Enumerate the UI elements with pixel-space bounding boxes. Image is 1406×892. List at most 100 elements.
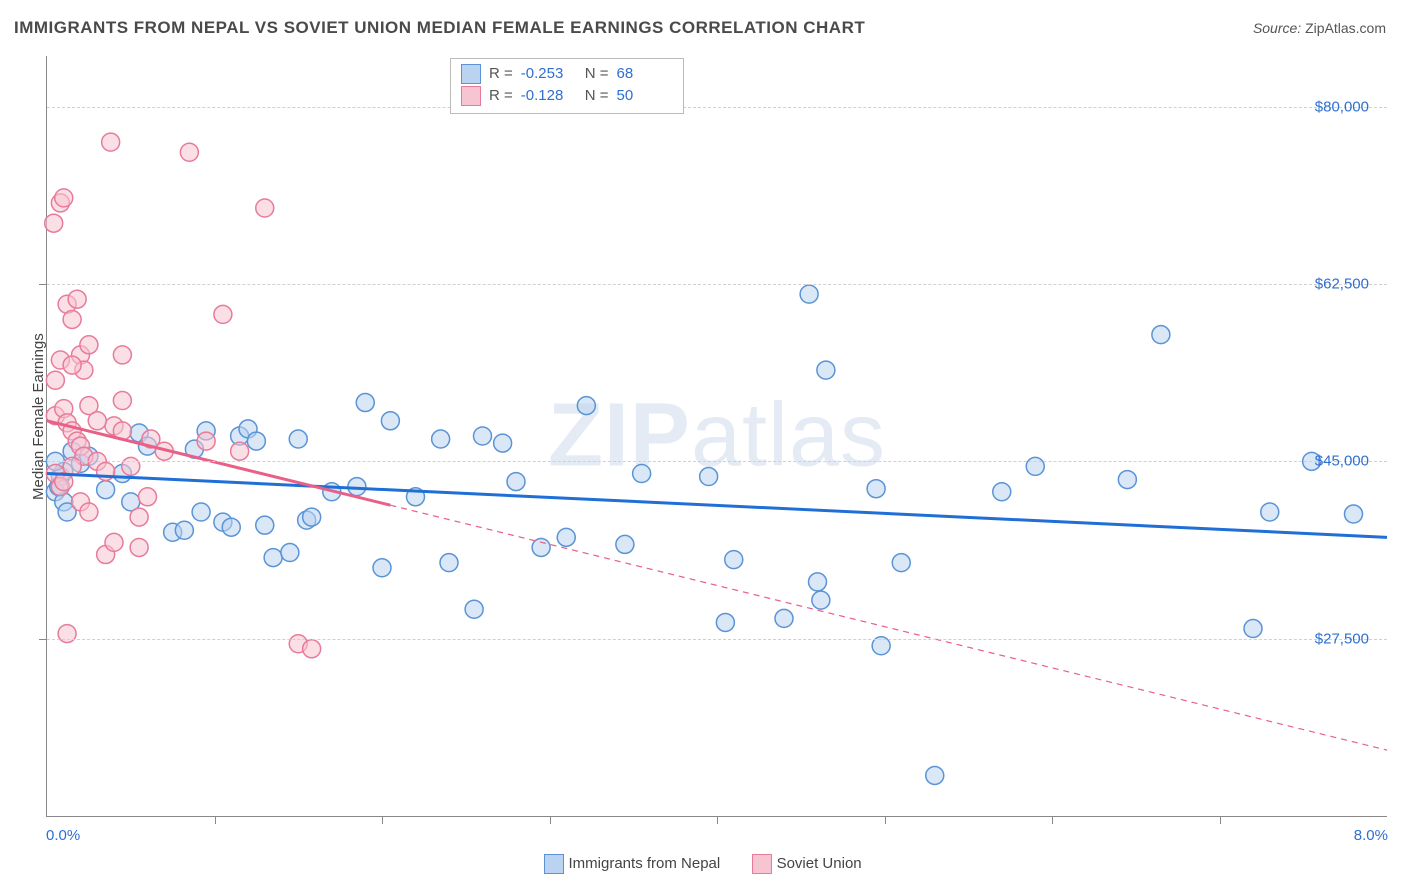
data-point xyxy=(105,533,123,551)
n-value-nepal: 68 xyxy=(617,63,673,85)
legend-item-nepal: Immigrants from Nepal xyxy=(544,855,724,872)
data-point xyxy=(113,392,131,410)
data-point xyxy=(373,559,391,577)
data-point xyxy=(113,346,131,364)
data-point xyxy=(700,468,718,486)
data-point xyxy=(247,432,265,450)
legend-swatch-nepal xyxy=(544,854,564,874)
trend-line-solid xyxy=(47,473,1387,537)
gridline xyxy=(47,107,1387,108)
n-label: N = xyxy=(585,63,609,85)
data-point xyxy=(812,591,830,609)
source-label: Source: xyxy=(1253,20,1301,36)
data-point xyxy=(97,481,115,499)
x-tick-right: 8.0% xyxy=(1354,827,1388,844)
data-point xyxy=(716,613,734,631)
data-point xyxy=(1118,471,1136,489)
data-point xyxy=(130,538,148,556)
y-tick-label: $80,000 xyxy=(1315,98,1369,115)
legend-swatch-soviet xyxy=(752,854,772,874)
source-value: ZipAtlas.com xyxy=(1305,20,1386,36)
data-point xyxy=(381,412,399,430)
data-point xyxy=(214,305,232,323)
x-tick xyxy=(1052,816,1053,824)
data-point xyxy=(45,214,63,232)
r-label: R = xyxy=(489,85,513,107)
data-point xyxy=(432,430,450,448)
n-label: N = xyxy=(585,85,609,107)
data-point xyxy=(130,508,148,526)
x-tick xyxy=(382,816,383,824)
data-point xyxy=(55,189,73,207)
source-attribution: Source: ZipAtlas.com xyxy=(1253,20,1386,36)
x-tick xyxy=(215,816,216,824)
series-legend: Immigrants from Nepal Soviet Union xyxy=(0,854,1406,874)
data-point xyxy=(867,480,885,498)
y-tick-label: $45,000 xyxy=(1315,453,1369,470)
data-point xyxy=(800,285,818,303)
data-point xyxy=(1026,457,1044,475)
legend-label-nepal: Immigrants from Nepal xyxy=(569,855,721,872)
data-point xyxy=(465,600,483,618)
swatch-soviet xyxy=(461,86,481,106)
data-point xyxy=(356,394,374,412)
stats-row-soviet: R = -0.128 N = 50 xyxy=(461,85,673,107)
y-tick-label: $27,500 xyxy=(1315,630,1369,647)
data-point xyxy=(993,483,1011,501)
data-point xyxy=(222,518,240,536)
legend-item-soviet: Soviet Union xyxy=(752,855,861,872)
data-point xyxy=(1261,503,1279,521)
y-axis-label: Median Female Earnings xyxy=(30,333,47,500)
x-tick xyxy=(550,816,551,824)
data-point xyxy=(507,473,525,491)
data-point xyxy=(281,544,299,562)
n-value-soviet: 50 xyxy=(617,85,673,107)
data-point xyxy=(1152,326,1170,344)
x-tick xyxy=(885,816,886,824)
data-point xyxy=(231,442,249,460)
chart-plot-area: ZIPatlas $27,500$45,000$62,500$80,000 xyxy=(46,56,1387,817)
data-point xyxy=(102,133,120,151)
data-point xyxy=(633,464,651,482)
data-point xyxy=(180,143,198,161)
x-tick xyxy=(717,816,718,824)
r-value-nepal: -0.253 xyxy=(521,63,577,85)
data-point xyxy=(926,766,944,784)
data-point xyxy=(474,427,492,445)
data-point xyxy=(175,521,193,539)
data-point xyxy=(303,640,321,658)
data-point xyxy=(440,554,458,572)
data-point xyxy=(775,609,793,627)
data-point xyxy=(809,573,827,591)
data-point xyxy=(192,503,210,521)
data-point xyxy=(80,336,98,354)
data-point xyxy=(256,199,274,217)
data-point xyxy=(122,457,140,475)
data-point xyxy=(725,551,743,569)
data-point xyxy=(63,457,81,475)
data-point xyxy=(577,397,595,415)
data-point xyxy=(892,554,910,572)
data-point xyxy=(58,625,76,643)
data-point xyxy=(88,412,106,430)
data-point xyxy=(139,488,157,506)
data-point xyxy=(68,290,86,308)
data-point xyxy=(303,508,321,526)
y-tick xyxy=(39,461,47,462)
data-point xyxy=(616,535,634,553)
chart-title: IMMIGRANTS FROM NEPAL VS SOVIET UNION ME… xyxy=(14,18,865,38)
swatch-nepal xyxy=(461,64,481,84)
stats-row-nepal: R = -0.253 N = 68 xyxy=(461,63,673,85)
gridline xyxy=(47,461,1387,462)
x-tick xyxy=(1220,816,1221,824)
data-point xyxy=(557,528,575,546)
gridline xyxy=(47,284,1387,285)
data-point xyxy=(1244,620,1262,638)
data-point xyxy=(63,310,81,328)
r-label: R = xyxy=(489,63,513,85)
scatter-svg xyxy=(47,56,1387,816)
data-point xyxy=(264,549,282,567)
data-point xyxy=(817,361,835,379)
stats-legend: R = -0.253 N = 68 R = -0.128 N = 50 xyxy=(450,58,684,114)
x-tick-left: 0.0% xyxy=(46,827,80,844)
